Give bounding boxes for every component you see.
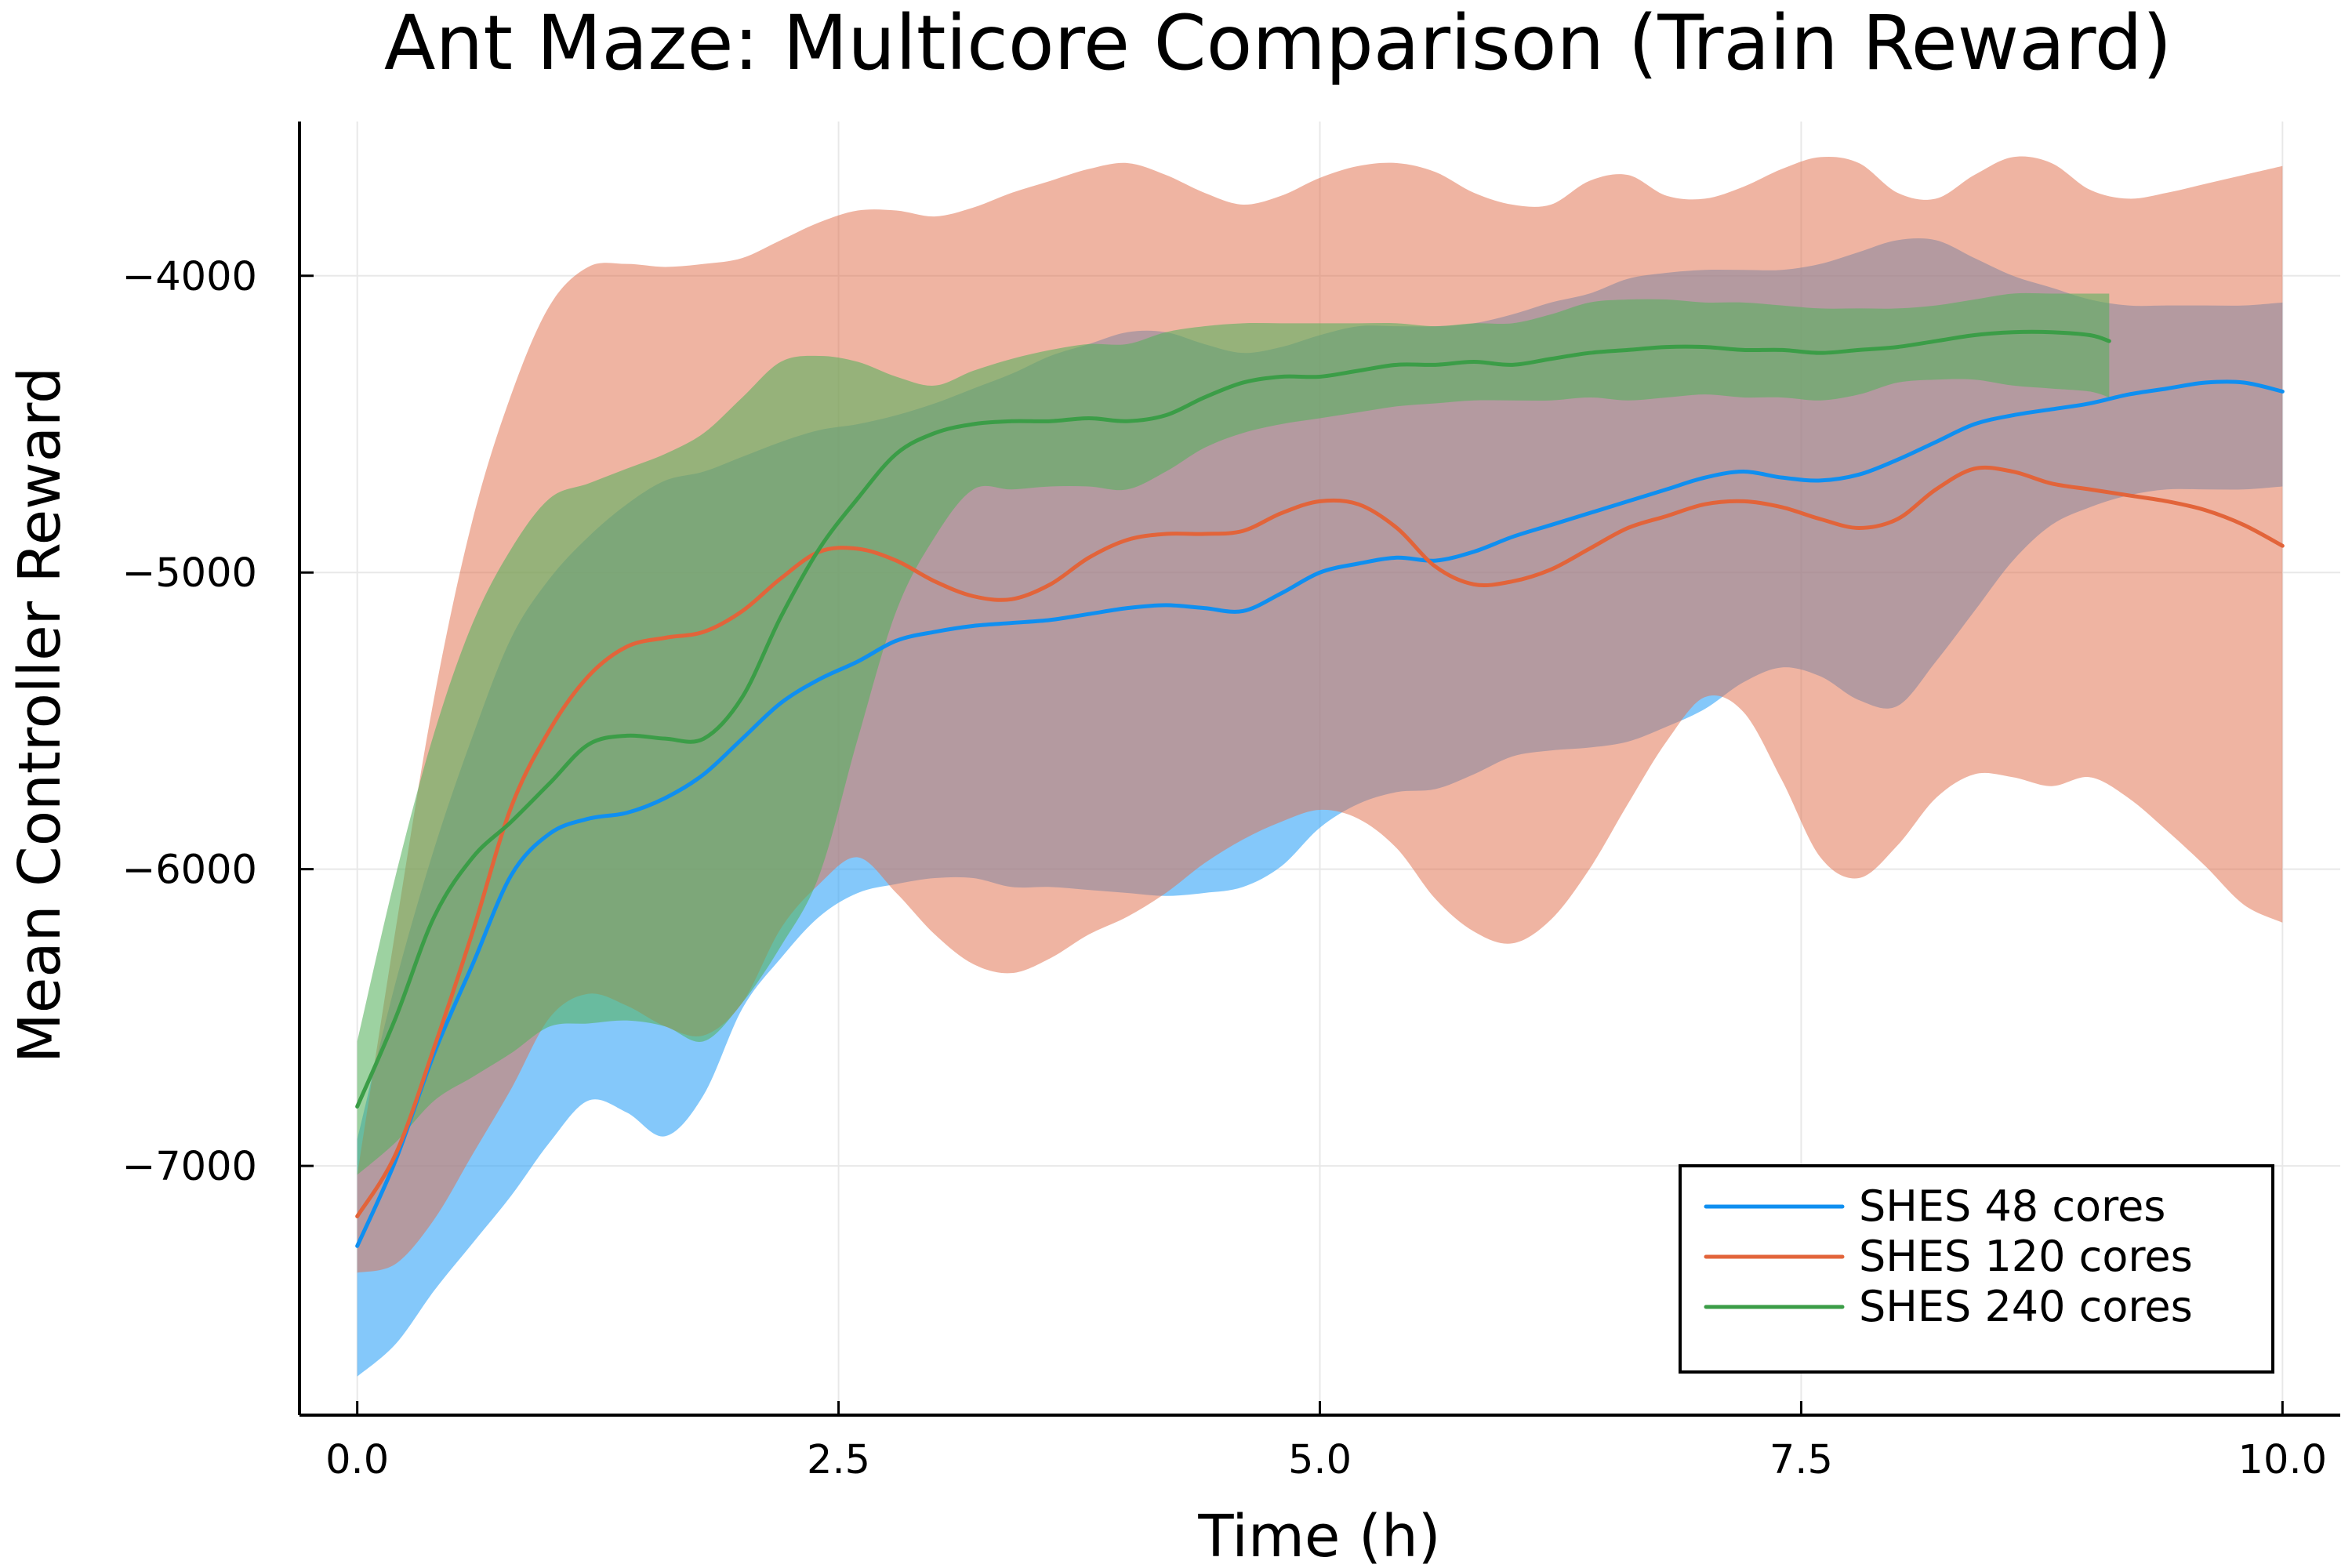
legend-box	[1679, 1164, 2274, 1374]
legend-label-2: SHES 240 cores	[1859, 1282, 2193, 1331]
x-axis-title: Time (h)	[1197, 1503, 1440, 1568]
legend-label-0: SHES 48 cores	[1859, 1181, 2165, 1231]
x-tick-label-4: 10.0	[2238, 1437, 2328, 1483]
series-line-1	[355, 465, 2285, 1218]
y-tick-label-1: −6000	[122, 848, 257, 894]
legend-label-1: SHES 120 cores	[1859, 1232, 2193, 1281]
series-line-2	[355, 329, 2111, 1109]
y-axis-title: Mean Controller Reward	[6, 367, 74, 1063]
series-band-2	[357, 292, 2110, 1175]
x-tick-label-0: 0.0	[325, 1437, 389, 1483]
chart-title: Ant Maze: Multicore Comparison (Train Re…	[384, 0, 2172, 87]
y-tick-label-2: −5000	[122, 550, 257, 597]
x-tick-label-2: 5.0	[1288, 1437, 1352, 1483]
line-layer	[355, 329, 2285, 1248]
x-tick-label-1: 2.5	[807, 1437, 870, 1483]
y-tick-label-3: −4000	[122, 254, 257, 300]
axis-layer: 0.0 2.5 5.0 7.5 10.0 −7000 −6000 −5000 −4000	[122, 122, 2340, 1483]
series-line-0	[355, 379, 2285, 1248]
x-tick-label-3: 7.5	[1769, 1437, 1833, 1483]
y-tick-label-0: −7000	[122, 1144, 257, 1190]
